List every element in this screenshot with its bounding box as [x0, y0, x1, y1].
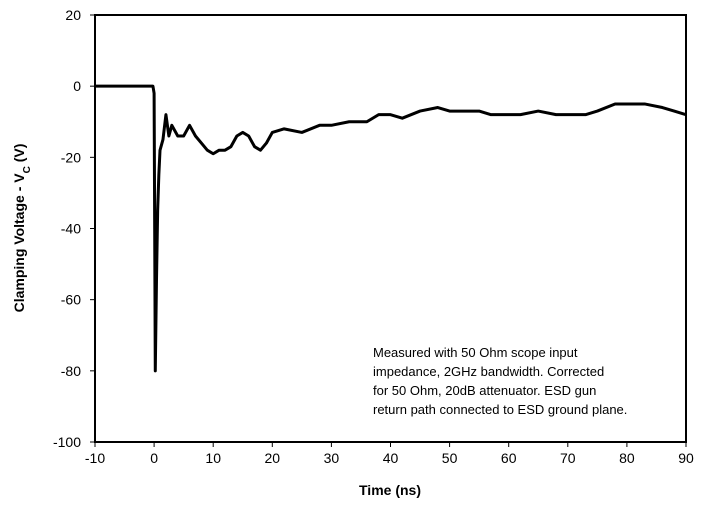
x-tick-label: 50: [442, 450, 458, 466]
annotation-line: impedance, 2GHz bandwidth. Corrected: [373, 364, 604, 379]
x-tick-label: 60: [501, 450, 517, 466]
y-tick-label: -60: [61, 292, 81, 308]
x-axis-title: Time (ns): [359, 482, 421, 498]
y-tick-label: -40: [61, 221, 81, 237]
y-axis-title-unit: (V): [11, 144, 27, 167]
y-tick-label: -20: [61, 149, 81, 165]
y-axis-title-sub: C: [22, 166, 33, 173]
y-tick-label: -80: [61, 363, 81, 379]
x-tick-label: 20: [265, 450, 281, 466]
annotation-line: for 50 Ohm, 20dB attenuator. ESD gun: [373, 383, 596, 398]
data-line: [95, 84, 687, 373]
x-tick-label: 40: [383, 450, 399, 466]
x-tick-label: 30: [324, 450, 340, 466]
y-tick-label: 20: [65, 7, 81, 23]
x-tick-label: 0: [150, 450, 158, 466]
annotation-line: return path connected to ESD ground plan…: [373, 402, 627, 417]
y-tick-label: -100: [53, 434, 81, 450]
x-tick-label: 80: [619, 450, 635, 466]
x-tick-label: -10: [85, 450, 105, 466]
x-tick-label: 90: [678, 450, 694, 466]
y-axis-title: Clamping Voltage - VC (V): [11, 144, 33, 313]
x-tick-label: 10: [205, 450, 221, 466]
y-axis-title-main: Clamping Voltage - V: [11, 173, 27, 313]
y-tick-label: 0: [73, 78, 81, 94]
x-tick-label: 70: [560, 450, 576, 466]
annotation-line: Measured with 50 Ohm scope input: [373, 345, 578, 360]
